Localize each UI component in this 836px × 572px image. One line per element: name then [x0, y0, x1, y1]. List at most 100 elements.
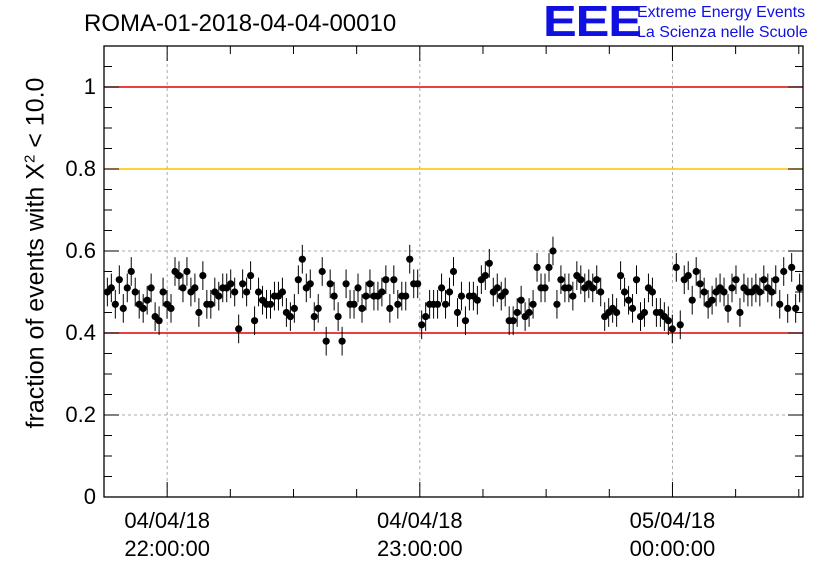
marker: [330, 292, 338, 300]
data-point: [123, 273, 131, 303]
data-point: [374, 281, 382, 311]
data-point: [326, 269, 334, 299]
marker: [696, 280, 704, 288]
data-point: [418, 310, 426, 340]
marker: [628, 304, 637, 312]
marker: [780, 267, 788, 276]
marker: [318, 267, 326, 276]
marker: [294, 276, 302, 284]
data-point: [585, 269, 593, 299]
data-point: [517, 285, 525, 315]
marker: [183, 267, 191, 276]
data-point: [147, 273, 155, 303]
marker: [207, 300, 215, 308]
data-point: [155, 306, 163, 336]
data-point: [390, 265, 398, 295]
marker: [589, 284, 597, 292]
y-tick-label: 0.4: [65, 320, 96, 345]
data-point: [589, 273, 597, 303]
data-point: [239, 269, 247, 299]
data-point: [616, 261, 625, 290]
marker: [449, 267, 458, 276]
marker: [386, 304, 394, 312]
marker: [597, 288, 605, 296]
marker: [143, 296, 151, 304]
marker: [708, 296, 716, 304]
data-point: [521, 302, 529, 331]
data-point: [553, 289, 561, 319]
marker: [613, 308, 621, 317]
marker: [350, 300, 358, 308]
y-tick-label: 0: [83, 484, 96, 509]
data-point: [151, 302, 159, 331]
marker: [485, 259, 493, 267]
marker: [493, 284, 501, 292]
marker: [676, 321, 684, 329]
marker: [366, 280, 374, 288]
marker: [796, 284, 804, 292]
marker: [624, 296, 633, 304]
marker: [776, 300, 784, 308]
marker: [107, 284, 115, 292]
marker: [414, 280, 422, 288]
marker: [632, 276, 641, 284]
data-point: [111, 289, 119, 319]
marker: [728, 284, 736, 292]
data-point: [796, 273, 804, 303]
data-point: [406, 244, 414, 274]
data-point: [394, 289, 402, 319]
marker: [692, 267, 700, 276]
marker: [541, 284, 549, 292]
marker: [290, 304, 298, 312]
data-point: [386, 294, 394, 323]
marker: [227, 280, 235, 288]
x-tick-date: 05/04/18: [629, 508, 716, 533]
marker: [509, 317, 517, 325]
marker: [199, 272, 207, 280]
marker: [326, 280, 334, 288]
data-point: [414, 269, 422, 299]
marker: [724, 304, 732, 312]
data-point: [461, 306, 470, 336]
marker: [620, 288, 629, 296]
data-point: [139, 294, 147, 323]
marker: [517, 296, 525, 304]
data-point: [310, 302, 318, 331]
data-point: [636, 302, 645, 331]
data-point: [692, 257, 700, 286]
marker: [501, 288, 509, 296]
data-point: [338, 326, 346, 356]
data-point: [632, 265, 641, 295]
marker: [525, 308, 533, 317]
data-point: [780, 257, 788, 286]
marker: [175, 272, 183, 280]
data-point: [422, 302, 430, 331]
marker: [131, 288, 139, 296]
marker: [139, 304, 147, 312]
marker: [155, 317, 163, 325]
data-point: [597, 277, 605, 307]
y-axis-label-prefix: fraction of events with X: [21, 163, 50, 429]
logo-caption: Extreme Energy Events La Scienza nelle S…: [637, 3, 808, 43]
data-point: [330, 281, 338, 311]
data-point: [250, 306, 259, 336]
data-point: [529, 289, 537, 319]
data-point: [660, 302, 668, 331]
y-axis-label-suffix: < 10.0: [21, 77, 50, 155]
data-point: [223, 273, 231, 303]
data-point: [227, 269, 235, 299]
data-point: [187, 277, 195, 307]
data-point: [628, 294, 637, 323]
marker: [231, 288, 239, 296]
data-point: [696, 269, 704, 299]
marker: [239, 280, 247, 288]
data-point: [318, 257, 326, 286]
data-point: [354, 273, 362, 303]
marker: [684, 272, 692, 280]
data-point: [235, 314, 243, 344]
data-point: [768, 277, 776, 307]
marker: [119, 304, 127, 312]
marker: [473, 296, 481, 304]
marker: [593, 276, 601, 284]
marker: [441, 300, 450, 308]
